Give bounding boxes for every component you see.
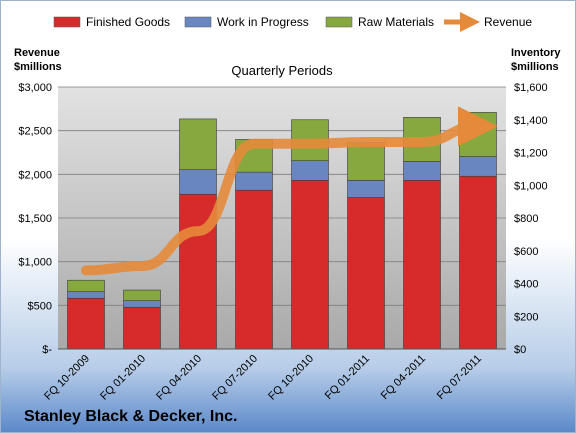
right-tick-label: $1,400 [514, 115, 548, 127]
bar-finished-goods [347, 197, 385, 350]
left-axis-title-line2: $millions [14, 61, 62, 73]
right-tick-label: $1,000 [514, 180, 548, 192]
bar-finished-goods [67, 297, 105, 350]
bar-raw-materials [459, 112, 497, 157]
bar-finished-goods [123, 306, 161, 350]
bar-raw-materials [67, 279, 105, 292]
left-axis-ticks: $- $500 $1,000 $1,500 $2,000 $2,500 $3,000 [18, 82, 52, 356]
bar-work-in-progress [291, 160, 329, 181]
left-tick-label: $1,500 [18, 213, 52, 225]
left-tick-label: $500 [28, 300, 52, 312]
bar-work-in-progress [459, 156, 497, 177]
right-tick-label: $400 [514, 279, 538, 291]
right-axis-title-line2: $millions [511, 61, 559, 73]
legend-swatch-raw-materials [325, 16, 353, 28]
right-tick-label: $800 [514, 213, 538, 225]
right-tick-label: $600 [514, 246, 538, 258]
bar-work-in-progress [347, 180, 385, 198]
right-axis-ticks: $0 $200 $400 $600 $800 $1,000 $1,200 $1,400 $1,6… [514, 82, 548, 356]
bar-work-in-progress [67, 291, 105, 299]
series-line-revenue [81, 106, 498, 276]
legend-item-revenue: Revenue [444, 12, 532, 32]
bar-finished-goods [459, 175, 497, 350]
bars [67, 112, 497, 350]
legend-swatch-work-in-progress [184, 16, 212, 28]
legend-item-work-in-progress: Work in Progress [184, 15, 309, 29]
left-tick-label: $1,000 [18, 257, 52, 269]
left-tick-label: $2,500 [18, 126, 52, 138]
company-name: Stanley Black & Decker, Inc. [24, 408, 237, 425]
bar-raw-materials [123, 289, 161, 301]
legend-label-finished-goods: Finished Goods [86, 15, 170, 29]
bar-raw-materials [347, 142, 385, 181]
bar-finished-goods [403, 180, 441, 350]
left-axis-title-line1: Revenue [14, 47, 60, 59]
right-axis-title-line1: Inventory [511, 47, 561, 59]
bar-finished-goods [291, 180, 329, 350]
bar-work-in-progress [235, 171, 273, 191]
left-tick-label: $3,000 [18, 82, 52, 94]
left-tick-label: $2,000 [18, 169, 52, 181]
bar-raw-materials [179, 118, 217, 170]
right-tick-label: $0 [514, 344, 526, 356]
legend-label-revenue: Revenue [484, 15, 532, 29]
legend-label-work-in-progress: Work in Progress [217, 15, 309, 29]
right-tick-label: $200 [514, 311, 538, 323]
bar-finished-goods [235, 189, 273, 350]
bar-work-in-progress [123, 300, 161, 308]
legend-swatch-finished-goods [53, 16, 81, 28]
legend-label-raw-materials: Raw Materials [358, 15, 434, 29]
right-tick-label: $1,600 [514, 82, 548, 94]
right-tick-label: $1,200 [514, 148, 548, 160]
chart-title: Quarterly Periods [231, 63, 333, 78]
bar-work-in-progress [403, 161, 441, 181]
legend: Finished Goods Work in Progress Raw Mate… [53, 12, 532, 32]
left-tick-label: $- [42, 344, 52, 356]
legend-item-finished-goods: Finished Goods [53, 15, 170, 29]
bar-work-in-progress [179, 169, 217, 195]
legend-item-raw-materials: Raw Materials [325, 15, 434, 29]
